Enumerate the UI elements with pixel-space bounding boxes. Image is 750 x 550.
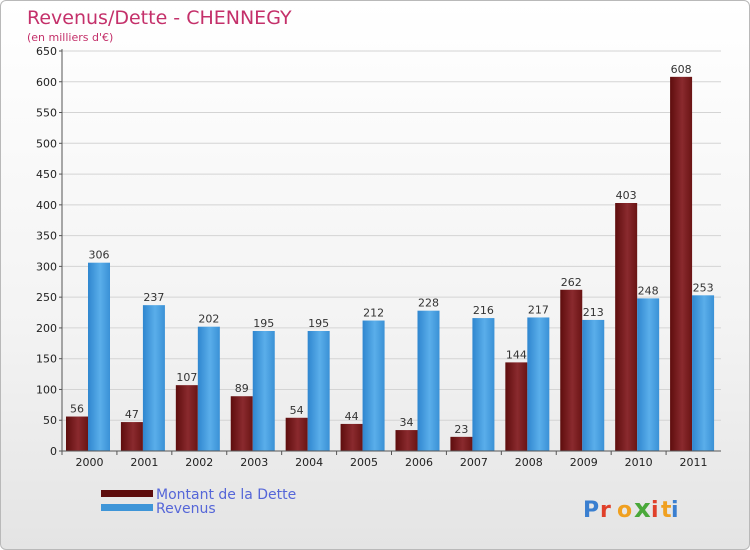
y-tick-label: 600: [36, 76, 57, 89]
y-tick-label: 0: [50, 445, 57, 458]
debt-bar-2002: [175, 385, 198, 451]
legend-swatch-debt: [101, 490, 153, 497]
chart-title: Revenus/Dette - CHENNEGY: [27, 7, 292, 29]
debt-value-label: 144: [506, 348, 527, 361]
x-axis: 2000 2001 2002 2003 2004 2005 2006 2007 2008 2009…: [61, 450, 721, 469]
revenue-value-label: 237: [143, 291, 164, 304]
grid-lines: [62, 50, 721, 452]
debt-value-label: 89: [235, 382, 249, 395]
logo-letter: i: [671, 498, 679, 523]
x-tick-label-2009: 2009: [570, 456, 598, 469]
debt-value-label: 608: [671, 63, 692, 76]
revenue-value-label: 216: [473, 304, 494, 317]
revenue-value-label: 306: [89, 249, 110, 262]
x-tick-label-2005: 2005: [350, 456, 378, 469]
debt-bar-2010: [615, 203, 638, 451]
debt-value-label: 54: [290, 404, 304, 417]
x-tick-label-2007: 2007: [460, 456, 488, 469]
legend-swatch-revenue: [101, 504, 153, 511]
debt-bar-2006: [395, 430, 418, 451]
debt-bar-2005: [340, 423, 363, 451]
y-tick-label: 100: [36, 383, 57, 396]
revenue-value-label: 195: [253, 317, 274, 330]
revenue-bar-2006: [417, 310, 440, 451]
y-tick-label: 500: [36, 137, 57, 150]
revenue-bar-2011: [692, 295, 715, 451]
debt-bar-2011: [670, 76, 693, 451]
debt-bar-2004: [285, 417, 308, 451]
revenue-value-label: 195: [308, 317, 329, 330]
debt-value-label: 23: [454, 423, 468, 436]
revenue-bar-2001: [142, 305, 165, 451]
logo-letter: x: [634, 494, 651, 524]
revenue-value-label: 228: [418, 297, 439, 310]
debt-value-label: 107: [176, 371, 197, 384]
logo-letter: i: [651, 498, 659, 523]
debt-value-label: 262: [561, 276, 582, 289]
revenue-bar-2003: [252, 331, 275, 451]
revenue-value-label: 202: [198, 313, 219, 326]
debt-value-label: 403: [616, 189, 637, 202]
debt-value-label: 47: [125, 408, 139, 421]
revenue-bar-2000: [88, 262, 110, 451]
y-tick-label: 650: [36, 45, 57, 58]
revenue-value-label: 248: [638, 284, 659, 297]
bars: 56 306 47 237 107 202 89 195 54 195 44 212 34 228 23 21…: [66, 63, 715, 451]
revenue-value-label: 212: [363, 307, 384, 320]
logo-letter: r: [600, 498, 611, 523]
revenue-bar-2010: [637, 298, 660, 451]
x-tick-label-2003: 2003: [240, 456, 268, 469]
revenue-value-label: 217: [528, 303, 549, 316]
debt-bar-2009: [560, 289, 583, 451]
debt-value-label: 44: [345, 410, 359, 423]
debt-bar-2000: [66, 416, 88, 451]
x-tick-label-2001: 2001: [130, 456, 158, 469]
chart-subtitle: (en milliers d'€): [27, 31, 113, 44]
logo-letter: P: [583, 498, 599, 523]
debt-value-label: 56: [70, 403, 84, 416]
revenue-bar-2007: [472, 318, 495, 451]
revenue-bar-2008: [527, 317, 550, 451]
x-tick-label-2002: 2002: [185, 456, 213, 469]
debt-bar-2007: [450, 436, 473, 451]
y-tick-label: 250: [36, 291, 57, 304]
y-tick-label: 400: [36, 199, 57, 212]
debt-bar-2001: [120, 422, 143, 451]
x-tick-label-2008: 2008: [515, 456, 543, 469]
revenue-bar-2005: [362, 320, 385, 451]
y-tick-label: 350: [36, 230, 57, 243]
y-tick-label: 550: [36, 107, 57, 120]
y-tick-label: 300: [36, 260, 57, 273]
x-tick-label-2000: 2000: [75, 456, 103, 469]
y-tick-label: 50: [43, 414, 57, 427]
y-tick-label: 150: [36, 353, 57, 366]
legend-label-debt: Montant de la Dette: [156, 487, 296, 503]
revenue-bar-2009: [582, 319, 605, 451]
logo-letter: t: [661, 498, 672, 523]
revenue-bar-2002: [197, 326, 220, 451]
revenue-value-label: 253: [693, 281, 714, 294]
logo-letter: o: [617, 498, 632, 523]
revenue-value-label: 213: [583, 306, 604, 319]
x-tick-label-2006: 2006: [405, 456, 433, 469]
debt-bar-2003: [230, 396, 253, 451]
revenue-bar-2004: [307, 331, 330, 451]
x-tick-label-2004: 2004: [295, 456, 323, 469]
x-tick-label-2010: 2010: [625, 456, 653, 469]
x-tick-label-2011: 2011: [680, 456, 708, 469]
debt-value-label: 34: [400, 416, 414, 429]
debt-bar-2008: [505, 362, 528, 451]
y-tick-label: 450: [36, 168, 57, 181]
legend-label-revenue: Revenus: [156, 501, 216, 517]
y-tick-label: 200: [36, 322, 57, 335]
y-axis: 0 50 100 150 200 250 300 350 400 450 500 550 600 650: [36, 45, 63, 458]
